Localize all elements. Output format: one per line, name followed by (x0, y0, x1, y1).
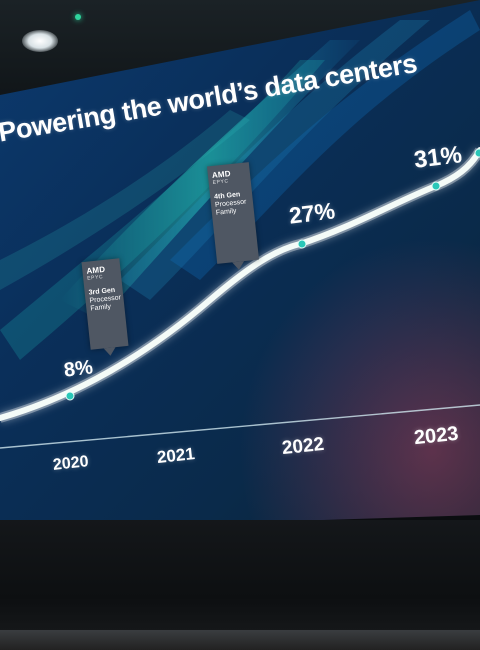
year-label-2023: 2023 (412, 422, 460, 450)
background-streak (0, 60, 325, 360)
year-label-2020: 2020 (52, 453, 90, 474)
ceiling-light (22, 30, 58, 52)
indicator-light (75, 14, 81, 20)
callout-line-family: Family (90, 303, 112, 313)
background-streak (0, 110, 250, 290)
stage-floor (0, 520, 480, 650)
share-label-2023: 31% (412, 141, 464, 174)
year-label-2021: 2021 (156, 444, 196, 467)
year-label-2022: 2022 (280, 433, 326, 460)
marker-edge (474, 148, 480, 158)
stage-edge (0, 630, 480, 650)
background-streak (120, 20, 430, 300)
marker-2020 (65, 391, 75, 401)
marker-2023 (431, 181, 441, 191)
share-label-2022: 27% (287, 197, 337, 229)
share-label-2020: 8% (62, 356, 95, 382)
axis-line (0, 404, 480, 449)
marker-2022 (297, 239, 307, 249)
